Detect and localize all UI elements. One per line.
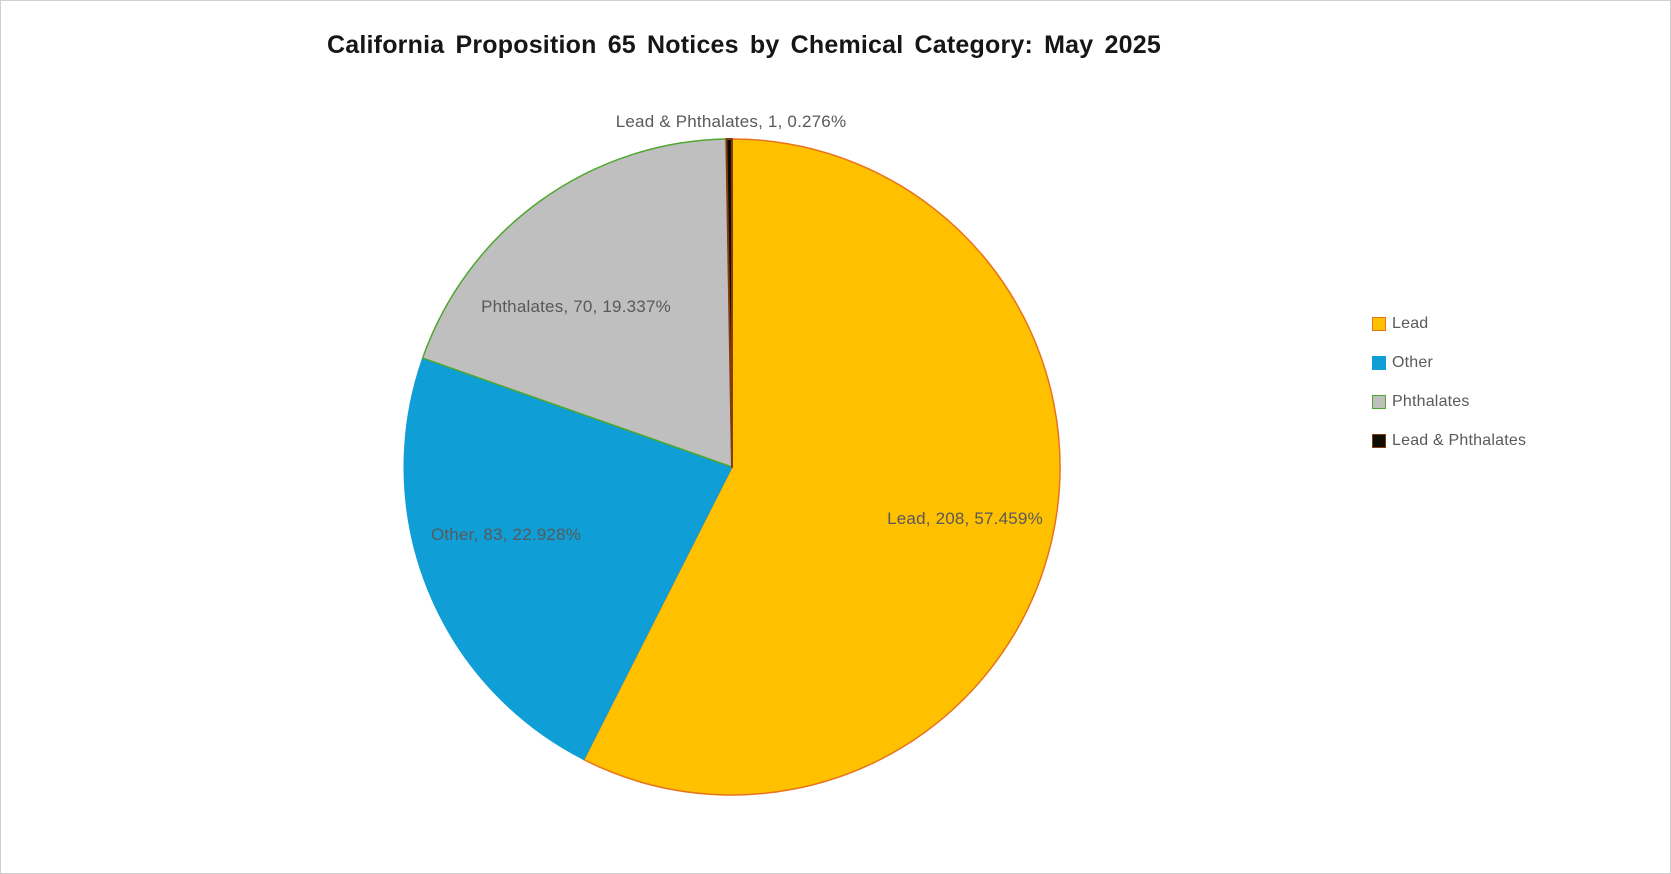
chart-title: California Proposition 65 Notices by Che… xyxy=(327,31,1161,59)
pie-slice-lead-phthalates xyxy=(725,138,733,468)
legend-label-phthalates: Phthalates xyxy=(1392,392,1470,410)
data-label-lead-phthalates: Lead & Phthalates, 1, 0.276% xyxy=(615,112,847,131)
legend: Lead Other Phthalates Lead & Phthalates xyxy=(1372,314,1527,449)
legend-swatch-phthalates xyxy=(1372,394,1386,409)
legend-label-other: Other xyxy=(1392,353,1434,371)
legend-item-phthalates: Phthalates xyxy=(1372,392,1526,410)
pie-slice-phthalates xyxy=(421,138,733,468)
data-label-lead: Lead, 208, 57.459% xyxy=(887,509,1043,528)
data-label-phthalates: Phthalates, 70, 19.337% xyxy=(481,297,671,316)
legend-item-lead: Lead xyxy=(1372,314,1526,332)
legend-label-lead: Lead xyxy=(1392,314,1429,332)
legend-swatch-lead-phthalates xyxy=(1372,433,1386,448)
legend-item-other: Other xyxy=(1372,353,1526,371)
legend-label-lead-phthalates: Lead & Phthalates xyxy=(1392,431,1527,449)
legend-swatch-other xyxy=(1372,355,1386,370)
legend-swatch-lead xyxy=(1372,316,1386,331)
data-label-other: Other, 83, 22.928% xyxy=(430,525,582,544)
pie-slice-lead xyxy=(583,138,1061,796)
legend-item-lead-phthalates: Lead & Phthalates xyxy=(1372,431,1527,449)
pie-slice-other xyxy=(403,357,733,761)
